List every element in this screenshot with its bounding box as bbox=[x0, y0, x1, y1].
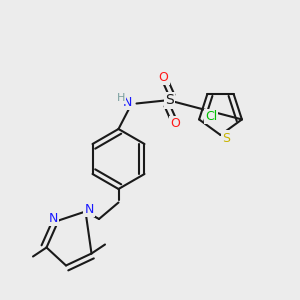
Text: O: O bbox=[159, 71, 168, 84]
Text: N: N bbox=[84, 202, 94, 216]
Text: O: O bbox=[171, 117, 180, 130]
Text: N: N bbox=[123, 95, 132, 109]
Text: S: S bbox=[165, 94, 174, 107]
Text: Cl: Cl bbox=[205, 110, 217, 123]
Text: H: H bbox=[116, 93, 125, 103]
Text: N: N bbox=[48, 212, 58, 225]
Text: S: S bbox=[223, 131, 230, 145]
